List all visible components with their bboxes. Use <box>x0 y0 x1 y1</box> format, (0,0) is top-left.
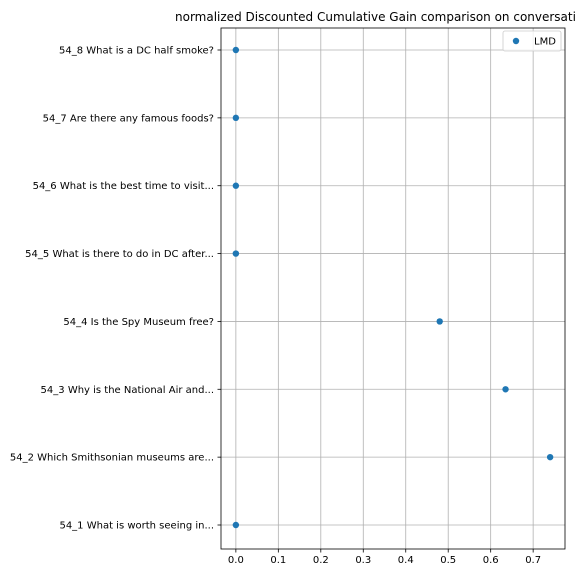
y-tick-label: 54_2 Which Smithsonian museums are... <box>10 453 214 464</box>
legend-marker <box>512 37 520 45</box>
x-tick-label: 0.5 <box>440 555 456 566</box>
data-point <box>436 318 443 325</box>
y-tick-label: 54_7 Are there any famous foods? <box>43 113 214 124</box>
axes-frame <box>220 27 566 550</box>
chart-title: normalized Discounted Cumulative Gain co… <box>175 10 576 24</box>
y-tick-label: 54_8 What is a DC half smoke? <box>59 46 214 57</box>
y-tick-label: 54_6 What is the best time to visit... <box>33 181 214 192</box>
x-tick-label: 0.6 <box>483 555 499 566</box>
data-point <box>502 386 509 393</box>
x-tick-label: 0.7 <box>525 555 541 566</box>
x-tick-label: 0.1 <box>270 555 286 566</box>
y-tick-label: 54_5 What is there to do in DC after... <box>25 249 214 260</box>
data-point <box>232 182 240 189</box>
data-point <box>232 114 240 122</box>
x-tick-label: 0.2 <box>313 555 329 566</box>
data-point <box>232 250 240 257</box>
legend-label: LMD <box>534 37 556 48</box>
data-point <box>232 521 240 529</box>
data-point <box>232 46 240 54</box>
x-tick-label: 0.4 <box>398 555 414 566</box>
y-tick-label: 54_1 What is worth seeing in... <box>59 521 214 532</box>
legend-box <box>502 30 562 52</box>
y-tick-label: 54_3 Why is the National Air and... <box>41 385 214 396</box>
plot-area: 0.0 0.1 0.2 0.3 0.4 0.5 0.6 0.7 54_1 What is wor… <box>10 27 566 566</box>
x-tick-label: 0.0 <box>228 555 244 566</box>
legend: LMD <box>502 30 562 52</box>
y-tick-label: 54_4 Is the Spy Museum free? <box>63 317 214 328</box>
x-tick-label: 0.3 <box>355 555 371 566</box>
data-point <box>546 453 554 461</box>
